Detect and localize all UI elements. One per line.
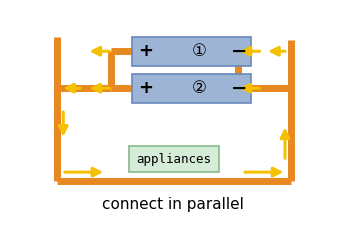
- Text: ①: ①: [192, 42, 206, 60]
- Text: connect in parallel: connect in parallel: [102, 197, 244, 212]
- Text: +: +: [138, 42, 153, 60]
- Bar: [129, 146, 219, 172]
- Text: appliances: appliances: [137, 153, 212, 166]
- Text: ②: ②: [192, 79, 206, 97]
- Text: −: −: [231, 42, 247, 61]
- Text: +: +: [138, 79, 153, 97]
- Bar: [132, 37, 251, 66]
- Bar: [132, 74, 251, 103]
- Text: −: −: [231, 79, 247, 98]
